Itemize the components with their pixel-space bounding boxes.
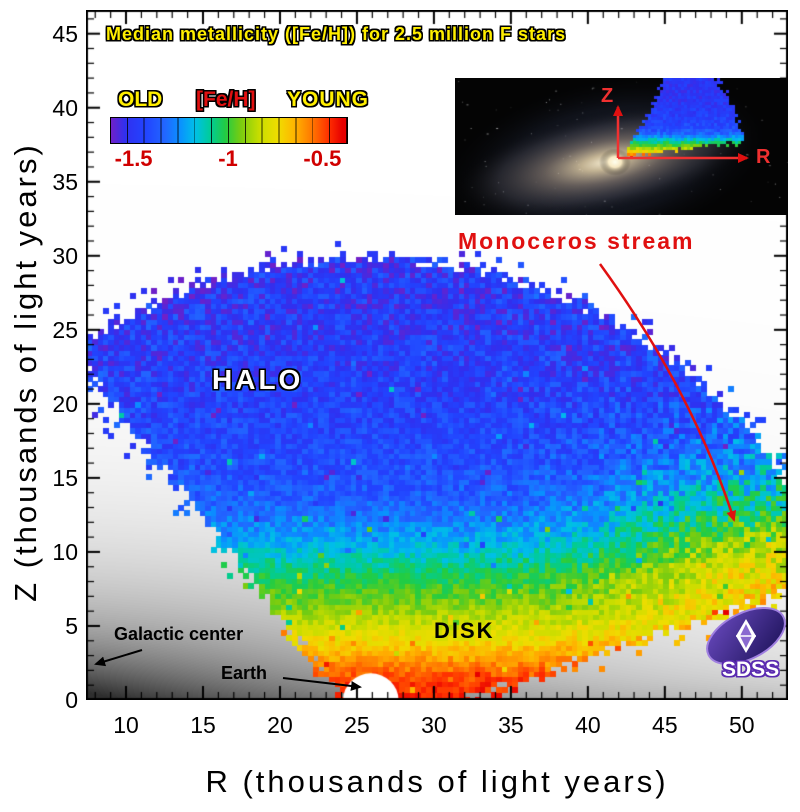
- galaxy-inset-image: [455, 78, 788, 215]
- halo-label: HALO: [212, 364, 304, 395]
- x-tick-label: 30: [421, 712, 447, 738]
- x-tick-label: 25: [344, 712, 370, 738]
- y-tick-label: 20: [52, 390, 78, 417]
- inset-z-axis-label: Z: [601, 85, 614, 107]
- colorbar-old-label: OLD: [118, 88, 163, 111]
- y-axis-title: Z (thousands of light years): [8, 142, 43, 602]
- colorbar-feh-label: [Fe/H]: [196, 88, 256, 111]
- y-tick-label: 0: [65, 687, 78, 713]
- telescope-icon: [736, 619, 756, 653]
- y-tick-label: 25: [52, 316, 78, 343]
- disk-label: DISK: [434, 618, 495, 643]
- y-tick-label: 30: [52, 242, 78, 269]
- galactic-center-label: Galactic center: [114, 624, 244, 644]
- x-tick-label: 15: [190, 712, 216, 738]
- x-tick-label: 35: [498, 712, 524, 738]
- colorbar-tick-label: -0.5: [303, 146, 342, 171]
- sdss-logo-graphic: [706, 607, 786, 665]
- earth-label: Earth: [221, 663, 268, 683]
- colorbar-segment-lines: [111, 118, 347, 143]
- metallicity-colorbar: [110, 117, 348, 144]
- colorbar-tick-label: -1.5: [114, 146, 153, 171]
- inset-r-axis-label: R: [756, 146, 771, 168]
- y-tick-label: 10: [52, 538, 78, 565]
- chart-title: Median metallicity ([Fe/H]) for 2.5 mill…: [106, 24, 567, 44]
- colorbar-tick-label: -1: [218, 146, 238, 171]
- y-tick-label: 40: [52, 94, 78, 121]
- y-tick-label: 45: [52, 20, 78, 47]
- y-tick-label: 15: [52, 464, 78, 491]
- x-tick-label: 45: [652, 712, 678, 738]
- y-tick-label: 5: [65, 612, 78, 639]
- colorbar-young-label: YOUNG: [287, 88, 370, 111]
- x-tick-label: 20: [267, 712, 293, 738]
- x-tick-label: 10: [113, 712, 139, 738]
- monoceros-stream-label: Monoceros stream: [458, 228, 695, 254]
- y-tick-label: 35: [52, 168, 78, 195]
- sdss-logo: SDSS: [700, 606, 792, 692]
- sdss-logo-text: SDSS: [722, 658, 780, 681]
- x-tick-label: 50: [729, 712, 755, 738]
- x-axis-title: R (thousands of light years): [205, 764, 669, 799]
- x-tick-label: 40: [575, 712, 601, 738]
